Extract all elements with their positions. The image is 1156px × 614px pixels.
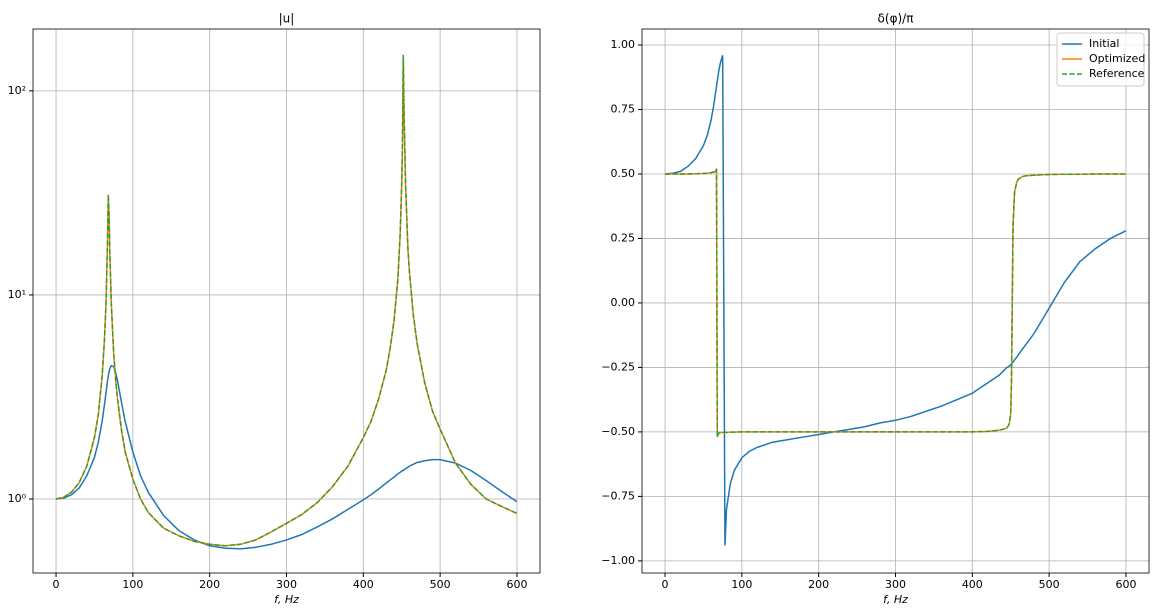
x-tick-label: 200 — [808, 578, 829, 591]
legend-box — [1056, 32, 1145, 87]
x-tick-label: 200 — [199, 578, 220, 591]
x-tick-label: 0 — [662, 578, 669, 591]
series-line — [665, 168, 1126, 438]
axes-frame — [32, 28, 541, 574]
x-tick-label: 400 — [962, 578, 983, 591]
x-axis-label: f, Hz — [274, 593, 299, 606]
series-line — [664, 55, 1127, 546]
x-tick-label: 400 — [353, 578, 374, 591]
x-tick-label: 100 — [731, 578, 752, 591]
y-tick-label: 0.00 — [611, 296, 636, 309]
y-tick-label: 1.00 — [611, 38, 636, 51]
legend-label: Reference — [1089, 67, 1145, 80]
y-tick-label: 0.25 — [611, 231, 636, 244]
axes-frame — [641, 28, 1150, 574]
x-tick-label: 600 — [506, 578, 527, 591]
x-tick-label: 300 — [885, 578, 906, 591]
legend-label: Optimized — [1089, 52, 1145, 65]
legend-label: Initial — [1089, 37, 1119, 50]
chart-title: |u| — [279, 12, 295, 26]
y-tick-label: −0.75 — [601, 489, 635, 502]
y-tick-label: −1.00 — [601, 554, 635, 567]
x-axis-label: f, Hz — [883, 593, 908, 606]
y-tick-label: −0.25 — [601, 360, 635, 373]
x-tick-label: 0 — [53, 578, 60, 591]
series-line — [55, 364, 518, 550]
y-tick-label: −0.50 — [601, 425, 635, 438]
y-tick-label: 10¹ — [8, 288, 26, 301]
chart-title: δ(φ)/π — [878, 12, 914, 26]
y-tick-label: 0.50 — [611, 167, 636, 180]
y-tick-label: 10² — [8, 84, 26, 97]
y-tick-label: 0.75 — [611, 102, 636, 115]
series-line — [55, 54, 518, 547]
x-tick-label: 300 — [276, 578, 297, 591]
x-tick-label: 600 — [1115, 578, 1136, 591]
x-tick-label: 100 — [122, 578, 143, 591]
y-tick-label: 10⁰ — [8, 492, 27, 505]
x-tick-label: 500 — [1039, 578, 1060, 591]
x-tick-label: 500 — [430, 578, 451, 591]
